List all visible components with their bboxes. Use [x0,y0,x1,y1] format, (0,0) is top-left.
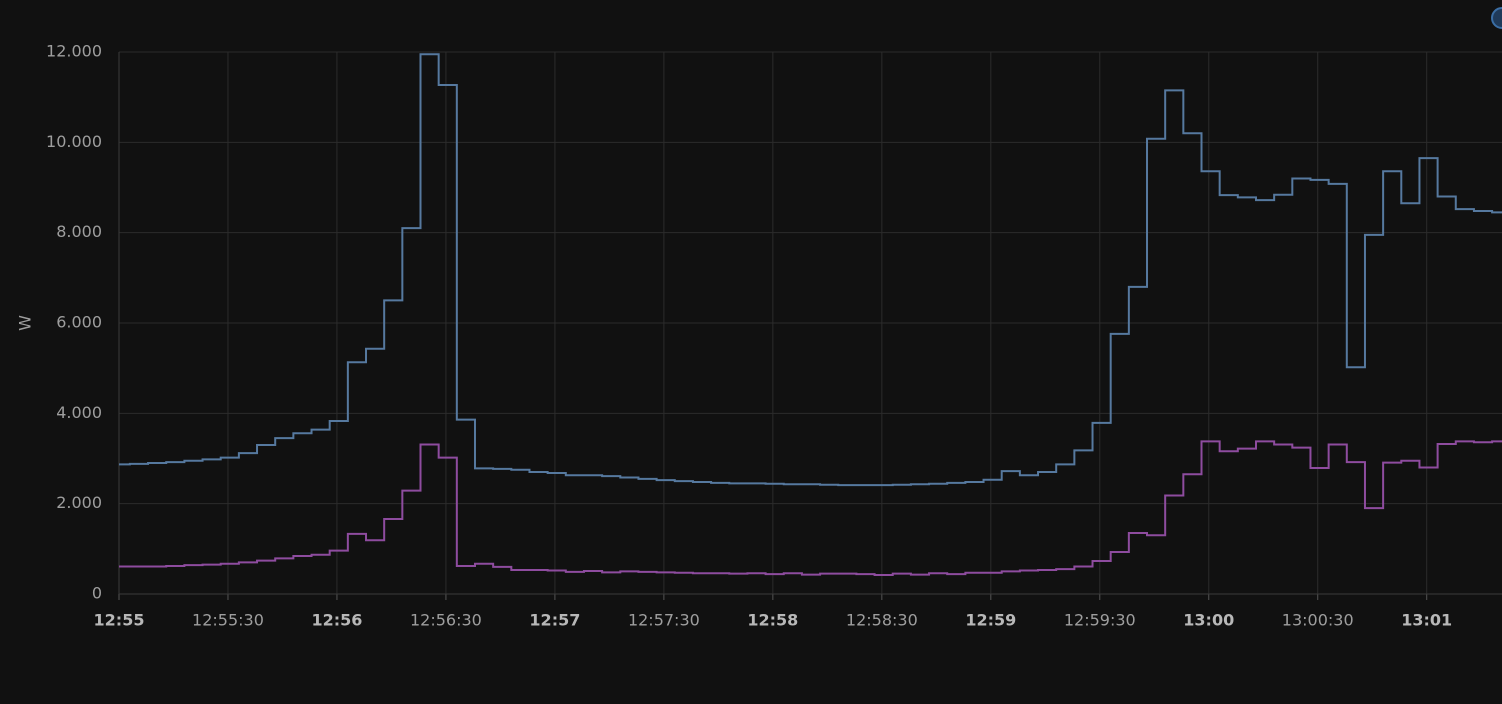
y-tick-label: 4.000 [56,403,102,422]
x-tick-label: 12:56:30 [410,611,482,630]
x-tick-label: 13:00:30 [1282,611,1354,630]
y-axis-label: W [16,315,35,331]
toggle-handle[interactable] [1491,7,1502,29]
series-line [119,440,1502,577]
x-tick-label: 13:01 [1401,611,1452,630]
series-line [119,53,1502,487]
x-tick-label: 12:59 [965,611,1016,630]
x-tick-label: 12:58:30 [846,611,918,630]
x-tick-label: 12:57 [529,611,580,630]
x-tick-label: 13:00 [1183,611,1234,630]
x-tick-label: 12:57:30 [628,611,700,630]
x-tick-label: 12:55 [94,611,145,630]
x-tick-label: 12:59:30 [1064,611,1136,630]
y-tick-label: 10.000 [46,132,102,151]
y-tick-label: 2.000 [56,493,102,512]
y-tick-label: 6.000 [56,313,102,332]
x-tick-label: 12:55:30 [192,611,264,630]
x-tick-label: 12:56 [311,611,362,630]
y-tick-label: 12.000 [46,42,102,61]
x-tick-label: 12:58 [747,611,798,630]
y-tick-label: 8.000 [56,222,102,241]
y-tick-label: 0 [92,584,102,603]
